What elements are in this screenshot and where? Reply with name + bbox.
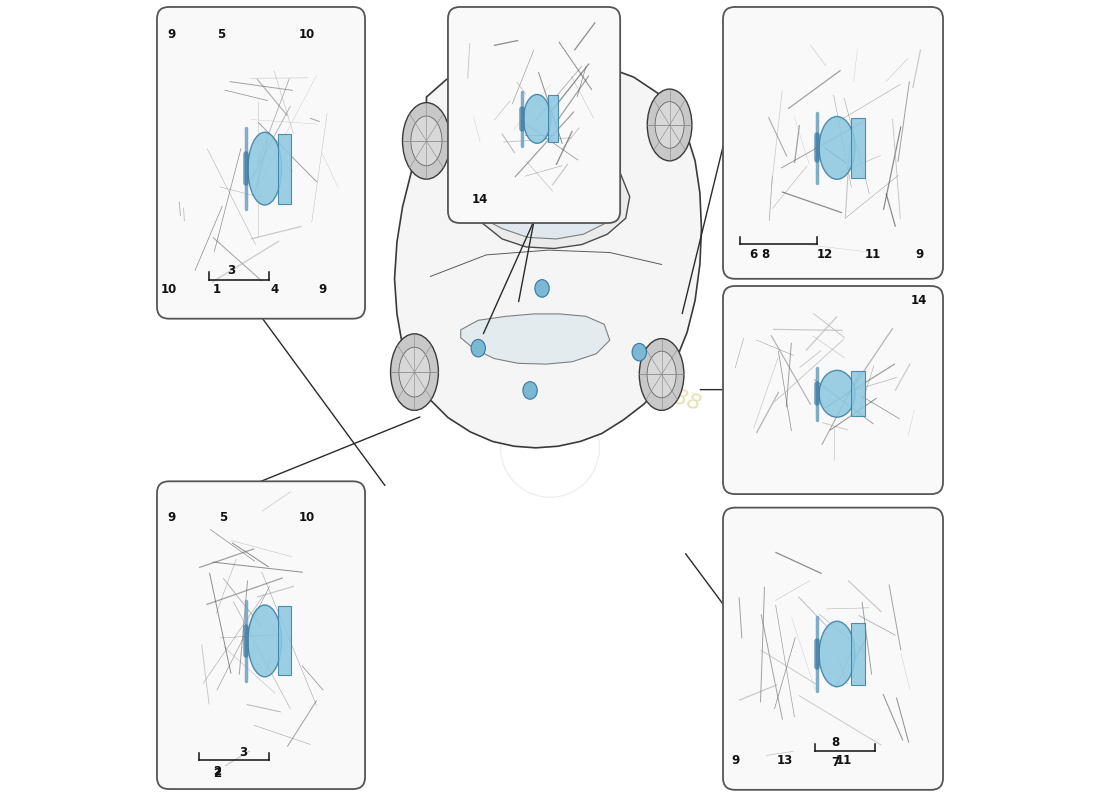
Ellipse shape (248, 132, 282, 205)
Text: 9: 9 (167, 28, 175, 42)
Text: 9: 9 (732, 754, 740, 767)
Ellipse shape (820, 622, 855, 686)
Text: 11: 11 (835, 754, 851, 767)
Text: 6: 6 (749, 249, 758, 262)
Text: 12: 12 (817, 249, 833, 262)
Text: 9: 9 (167, 511, 175, 525)
Ellipse shape (656, 102, 684, 148)
FancyBboxPatch shape (448, 7, 620, 223)
FancyBboxPatch shape (157, 7, 365, 318)
Text: passion for parts since 1988: passion for parts since 1988 (397, 298, 703, 414)
Text: 13: 13 (777, 754, 793, 767)
Text: 4: 4 (271, 283, 279, 297)
FancyBboxPatch shape (723, 7, 943, 279)
Polygon shape (851, 371, 865, 416)
Polygon shape (461, 314, 609, 364)
Ellipse shape (639, 338, 684, 410)
Text: 3: 3 (227, 264, 235, 278)
Text: 3: 3 (239, 746, 248, 759)
Polygon shape (278, 606, 292, 675)
Text: 8: 8 (832, 736, 839, 750)
Text: 14: 14 (911, 294, 927, 307)
Ellipse shape (471, 339, 485, 357)
Ellipse shape (647, 89, 692, 161)
Text: 7: 7 (832, 756, 839, 770)
Ellipse shape (535, 280, 549, 297)
Text: 9: 9 (319, 283, 327, 297)
Ellipse shape (820, 370, 855, 418)
FancyBboxPatch shape (723, 286, 943, 494)
Text: 1: 1 (212, 283, 221, 297)
FancyBboxPatch shape (157, 482, 365, 789)
Ellipse shape (403, 102, 450, 179)
Text: 5: 5 (219, 511, 228, 525)
Polygon shape (395, 58, 702, 448)
FancyBboxPatch shape (723, 508, 943, 790)
Text: 14: 14 (472, 193, 488, 206)
Polygon shape (548, 95, 559, 142)
Text: 10: 10 (299, 28, 315, 42)
Ellipse shape (820, 117, 855, 179)
Ellipse shape (647, 351, 676, 398)
Text: 2: 2 (212, 766, 221, 779)
Text: 10: 10 (161, 283, 177, 297)
Ellipse shape (390, 334, 439, 410)
Text: 11: 11 (865, 249, 881, 262)
Text: 8: 8 (761, 249, 769, 262)
Ellipse shape (632, 343, 647, 361)
Ellipse shape (522, 382, 537, 399)
Ellipse shape (399, 347, 430, 397)
Polygon shape (851, 118, 865, 178)
Ellipse shape (411, 116, 442, 166)
Polygon shape (278, 134, 292, 203)
Polygon shape (464, 174, 613, 239)
Text: 9: 9 (915, 249, 923, 262)
Text: 10: 10 (299, 511, 315, 525)
Ellipse shape (248, 605, 282, 677)
Polygon shape (461, 143, 629, 249)
Text: 2: 2 (212, 765, 221, 778)
Ellipse shape (524, 94, 551, 143)
Polygon shape (851, 622, 865, 686)
Text: 5: 5 (218, 28, 226, 42)
